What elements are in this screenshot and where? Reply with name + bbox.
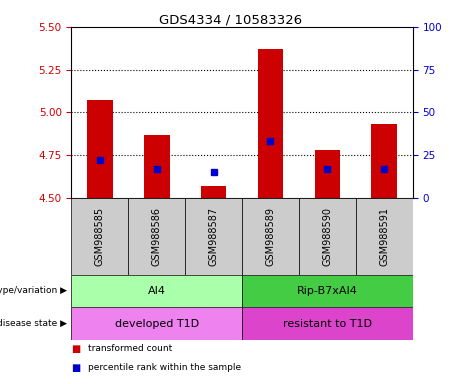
Text: disease state ▶: disease state ▶	[0, 319, 67, 328]
Text: GDS4334 / 10583326: GDS4334 / 10583326	[159, 13, 302, 26]
Bar	[144, 134, 170, 198]
Text: AI4: AI4	[148, 286, 166, 296]
Text: percentile rank within the sample: percentile rank within the sample	[88, 363, 241, 372]
Bar	[185, 198, 242, 275]
Bar	[201, 186, 226, 198]
Text: GSM988590: GSM988590	[322, 207, 332, 266]
Bar	[242, 307, 413, 340]
Bar	[258, 49, 283, 198]
Text: GSM988585: GSM988585	[95, 207, 105, 266]
Text: transformed count: transformed count	[88, 344, 172, 353]
Bar	[87, 100, 112, 198]
Bar	[372, 124, 397, 198]
Text: GSM988586: GSM988586	[152, 207, 162, 266]
Text: GSM988587: GSM988587	[208, 207, 219, 266]
Text: ■: ■	[71, 363, 81, 373]
Bar	[356, 198, 413, 275]
Text: GSM988589: GSM988589	[266, 207, 276, 266]
Bar	[71, 198, 128, 275]
Text: genotype/variation ▶: genotype/variation ▶	[0, 286, 67, 295]
Bar	[242, 198, 299, 275]
Bar	[71, 307, 242, 340]
Bar	[314, 150, 340, 198]
Text: GSM988591: GSM988591	[379, 207, 389, 266]
Text: developed T1D: developed T1D	[115, 318, 199, 329]
Text: resistant to T1D: resistant to T1D	[283, 318, 372, 329]
Text: Rip-B7xAI4: Rip-B7xAI4	[297, 286, 358, 296]
Bar	[71, 275, 242, 307]
Text: ■: ■	[71, 344, 81, 354]
Bar	[128, 198, 185, 275]
Bar	[242, 275, 413, 307]
Bar	[299, 198, 356, 275]
